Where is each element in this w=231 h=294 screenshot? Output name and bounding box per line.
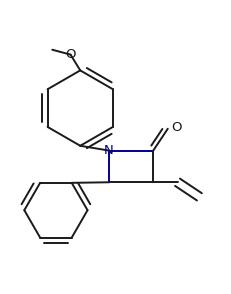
Text: O: O bbox=[171, 121, 182, 134]
Text: O: O bbox=[65, 48, 76, 61]
Text: N: N bbox=[103, 144, 113, 157]
